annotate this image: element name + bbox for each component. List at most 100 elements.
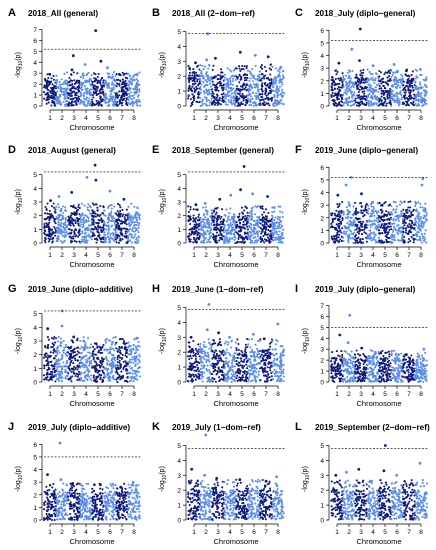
snp-point xyxy=(62,240,65,243)
snp-point xyxy=(377,210,380,213)
snp-point xyxy=(205,80,209,83)
snp-point xyxy=(248,212,251,215)
snp-point xyxy=(378,75,381,78)
snp-point xyxy=(270,236,273,239)
snp-point xyxy=(410,213,413,216)
snp-point xyxy=(404,104,408,107)
snp-point xyxy=(275,232,278,236)
snp-point xyxy=(414,221,417,224)
snp-point xyxy=(276,95,279,99)
snp-point xyxy=(403,235,406,238)
snp-point xyxy=(330,213,333,216)
snp-point xyxy=(74,81,77,84)
snp-point xyxy=(420,220,424,223)
snp-point xyxy=(336,104,339,107)
snp-point xyxy=(120,233,123,236)
snp-point xyxy=(344,232,347,235)
top-snp-point xyxy=(419,68,422,71)
snp-point xyxy=(79,241,82,244)
snp-point xyxy=(385,231,388,234)
snp-point xyxy=(341,200,344,203)
top-snp-point xyxy=(251,192,255,196)
y-axis-label: -log10(p) xyxy=(15,52,24,78)
snp-point xyxy=(202,90,205,93)
snp-point xyxy=(203,212,206,215)
snp-point xyxy=(282,92,286,95)
snp-point xyxy=(65,100,68,103)
snp-point xyxy=(338,222,341,225)
snp-point xyxy=(119,214,122,217)
snp-point xyxy=(123,216,126,219)
snp-point xyxy=(192,241,195,244)
snp-point xyxy=(91,202,94,205)
snp-point xyxy=(382,84,385,87)
snp-point xyxy=(398,102,401,106)
snp-point xyxy=(224,88,228,91)
snp-point xyxy=(249,218,252,221)
snp-point xyxy=(380,103,383,106)
snp-point xyxy=(417,212,420,216)
snp-point xyxy=(409,226,412,229)
snp-point xyxy=(263,233,266,236)
snp-point xyxy=(194,74,197,77)
snp-point xyxy=(132,102,135,106)
snp-point xyxy=(414,204,417,208)
snp-point xyxy=(244,214,247,218)
snp-point xyxy=(48,373,51,376)
snp-point xyxy=(112,87,115,90)
snp-point xyxy=(410,84,414,87)
snp-point xyxy=(43,353,46,356)
snp-point xyxy=(358,78,361,81)
snp-point xyxy=(136,84,139,87)
snp-point xyxy=(58,216,61,219)
snp-point xyxy=(215,241,218,244)
snp-point xyxy=(235,98,238,101)
snp-point xyxy=(395,219,398,222)
snp-point xyxy=(238,67,241,70)
snp-point xyxy=(414,81,417,84)
snp-point xyxy=(340,231,343,234)
snp-point xyxy=(204,225,207,229)
snp-point xyxy=(342,86,345,89)
snp-point xyxy=(239,69,242,72)
snp-point xyxy=(410,82,413,85)
snp-point xyxy=(400,201,403,204)
snp-point xyxy=(104,81,107,84)
top-snp-point xyxy=(118,72,121,76)
snp-point xyxy=(410,101,413,105)
snp-point xyxy=(271,221,275,224)
snp-point xyxy=(400,98,403,101)
snp-point xyxy=(127,92,130,95)
snp-point xyxy=(367,99,370,103)
top-snp-point xyxy=(350,47,354,51)
snp-point xyxy=(261,93,264,96)
snp-point xyxy=(207,76,211,79)
snp-point xyxy=(77,97,81,100)
snp-point xyxy=(370,100,373,103)
x-tick-label: 3 xyxy=(72,391,76,398)
snp-point xyxy=(138,216,141,219)
snp-point xyxy=(242,220,245,223)
snp-point xyxy=(372,90,375,93)
top-snp-point xyxy=(49,199,52,203)
snp-point xyxy=(104,238,107,241)
snp-point xyxy=(259,218,262,221)
snp-point xyxy=(254,86,257,89)
snp-point xyxy=(127,72,130,75)
snp-point xyxy=(278,75,281,78)
snp-point xyxy=(355,228,358,231)
snp-point xyxy=(78,90,81,93)
snp-point xyxy=(386,213,389,216)
snp-point xyxy=(79,232,82,236)
snp-point xyxy=(120,220,123,223)
snp-point xyxy=(127,235,130,238)
snp-point xyxy=(51,214,54,218)
y-tick-label: 7 xyxy=(33,27,37,34)
snp-point xyxy=(331,75,334,79)
snp-point xyxy=(57,86,60,89)
snp-point xyxy=(106,221,109,224)
snp-point xyxy=(247,97,250,100)
snp-point xyxy=(350,92,353,95)
snp-point xyxy=(337,77,340,80)
snp-point xyxy=(205,210,208,213)
